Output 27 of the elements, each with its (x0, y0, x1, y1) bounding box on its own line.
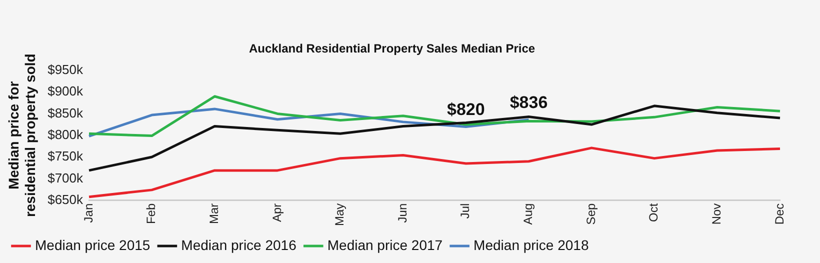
annotation: $820 (447, 100, 485, 119)
x-tick-label: Jun (395, 203, 410, 223)
x-tick-label: Aug (521, 203, 536, 225)
y-tick-label: $700k (48, 170, 84, 186)
legend-label: Median price 2015 (35, 236, 150, 253)
x-tick-label: Feb (144, 203, 158, 224)
x-tick-label: Oct (646, 202, 661, 222)
y-tick-label: $950k (48, 62, 84, 77)
y-tick-label: $650k (48, 192, 84, 207)
y-axis-title: Median price for residential property sold (5, 54, 38, 218)
x-tick-label: Sep (584, 203, 598, 225)
legend-label: Median price 2018 (474, 236, 589, 253)
x-tick-label: Nov (709, 203, 724, 225)
chart-title: Auckland Residential Property Sales Median Price (248, 42, 536, 56)
y-tick-label: $800k (48, 126, 84, 142)
y-tick-label: $850k (48, 105, 84, 120)
annotation: $836 (510, 92, 548, 112)
x-tick-label: May (332, 203, 347, 226)
x-tick-label: Jul (458, 203, 472, 219)
x-tick-label: Mar (206, 203, 221, 224)
legend-label: Median price 2017 (327, 236, 443, 253)
x-tick-label: Dec (772, 203, 786, 225)
y-tick-label: $750k (48, 148, 84, 164)
legend-label: Median price 2016 (181, 236, 297, 253)
x-tick-label: Jan (81, 203, 96, 223)
y-tick-label: $900k (48, 84, 84, 99)
x-tick-label: Apr (270, 203, 284, 222)
